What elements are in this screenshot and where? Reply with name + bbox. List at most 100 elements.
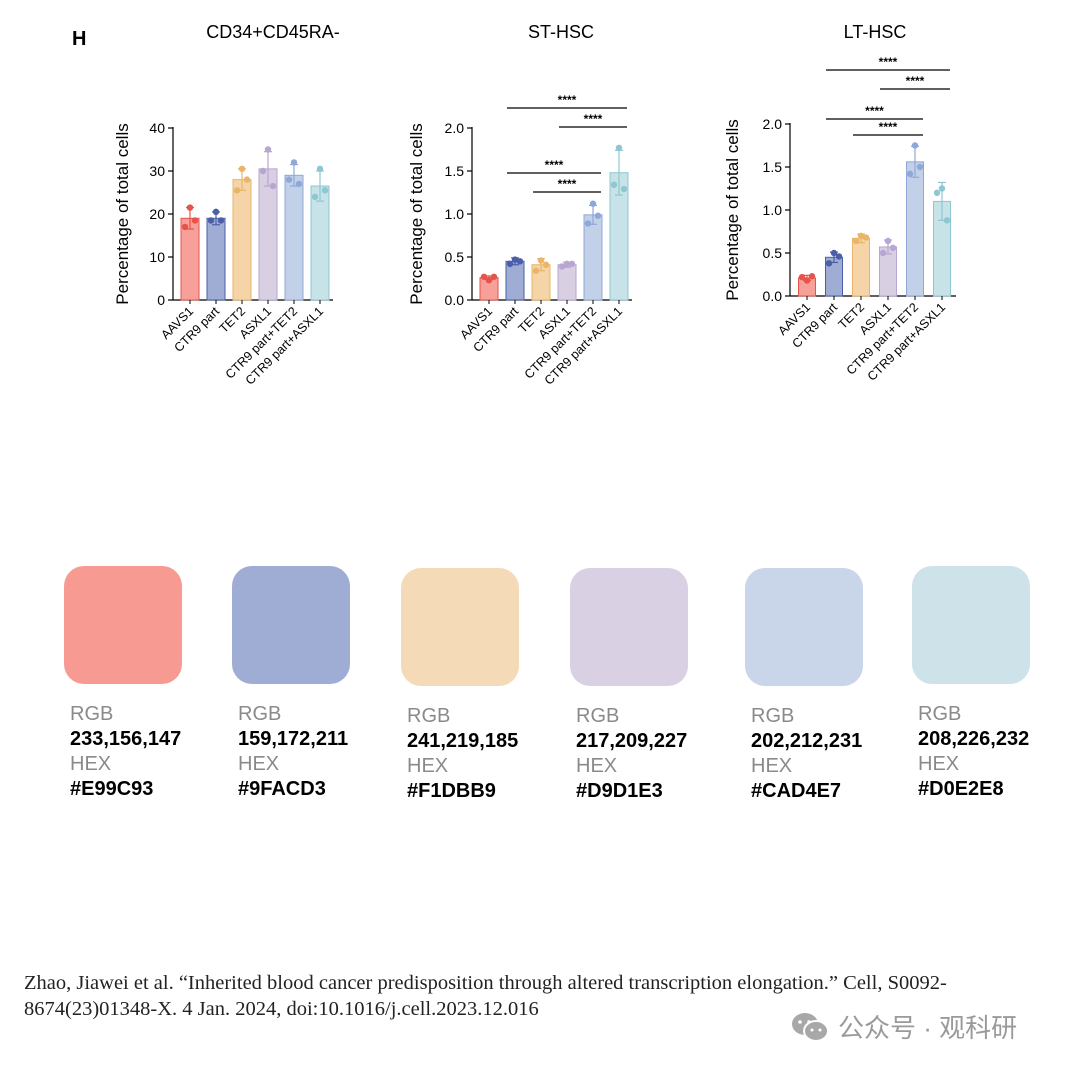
y-axis-label: Percentage of total cells (407, 123, 426, 304)
chart-3: LT-HSC Percentage of total cells 0.0 0.5 1.0… (723, 22, 956, 384)
data-point (217, 217, 225, 224)
bar (852, 237, 870, 297)
data-point (916, 163, 924, 171)
panel-label: H (72, 28, 87, 50)
palette-swatch-1: RGB 233,156,147 HEX #E99C93 (64, 566, 194, 802)
data-point (285, 176, 293, 183)
data-point (558, 263, 566, 270)
y-tick-label: 2.0 (763, 116, 783, 132)
rgb-value: 208,226,232 (918, 728, 1030, 750)
chart-title: ST-HSC (528, 22, 594, 42)
y-tick-label: 0.0 (763, 288, 783, 304)
bar (557, 264, 577, 301)
significance-label: **** (906, 74, 925, 88)
y-tick-label: 1.5 (445, 163, 465, 179)
data-point (311, 193, 319, 200)
data-point (943, 217, 951, 224)
watermark: 公众号 · 观科研 (790, 1008, 1017, 1045)
data-point (862, 234, 870, 241)
palette-swatch-2: RGB 159,172,211 HEX #9FACD3 (232, 566, 362, 802)
hex-label: HEX (407, 755, 449, 777)
y-tick-label: 1.0 (445, 206, 465, 222)
data-point (186, 204, 194, 211)
hex-label: HEX (576, 755, 618, 777)
data-point (181, 223, 189, 231)
data-point (594, 212, 602, 219)
palette-swatch-3: RGB 241,219,185 HEX #F1DBB9 (401, 568, 531, 804)
color-swatch (64, 566, 182, 684)
significance-label: **** (558, 93, 577, 107)
data-point (825, 260, 833, 267)
chart-title: LT-HSC (844, 22, 907, 42)
data-point (911, 142, 919, 149)
significance-label: **** (865, 104, 884, 118)
y-tick-label: 30 (149, 163, 165, 179)
chart-2: ST-HSC Percentage of total cells 0.0 0.5 1.0… (407, 22, 632, 388)
hex-value: #F1DBB9 (407, 780, 496, 802)
hex-label: HEX (70, 753, 112, 775)
wechat-icon (792, 1012, 829, 1042)
color-swatch (912, 566, 1030, 684)
color-swatch (401, 568, 519, 686)
data-point (906, 170, 914, 178)
data-point (568, 260, 576, 268)
hex-value: #D0E2E8 (918, 778, 1004, 800)
significance-label: **** (545, 158, 564, 172)
data-point (615, 144, 623, 151)
data-point (238, 165, 246, 173)
hex-value: #D9D1E3 (576, 780, 663, 802)
bar (906, 161, 924, 297)
data-point (889, 244, 897, 252)
chart-title: CD34+CD45RA- (206, 22, 340, 42)
rgb-label: RGB (751, 705, 795, 727)
color-swatch (232, 566, 350, 684)
data-point (584, 220, 592, 227)
y-tick-label: 0.5 (445, 249, 465, 265)
y-tick-label: 1.5 (763, 159, 783, 175)
data-point (233, 187, 241, 194)
hex-label: HEX (918, 753, 960, 775)
y-tick-label: 40 (149, 120, 165, 136)
bar (232, 179, 252, 301)
data-point (259, 167, 267, 175)
data-point (808, 273, 816, 280)
data-point (511, 256, 519, 263)
bar (505, 260, 525, 301)
y-tick-label: 2.0 (445, 120, 465, 136)
data-point (243, 176, 251, 183)
hex-value: #CAD4E7 (751, 780, 842, 802)
data-point (480, 273, 488, 280)
data-point (537, 257, 545, 264)
data-point (316, 165, 324, 173)
data-point (290, 159, 298, 166)
data-point (620, 185, 628, 193)
data-point (563, 260, 571, 268)
data-point (879, 249, 887, 257)
y-tick-label: 0.5 (763, 245, 783, 261)
rgb-label: RGB (407, 705, 451, 727)
significance-label: **** (879, 120, 898, 134)
rgb-value: 241,219,185 (407, 730, 519, 752)
hex-value: #9FACD3 (238, 778, 326, 800)
rgb-value: 217,209,227 (576, 730, 688, 752)
y-tick-label: 0.0 (445, 292, 465, 308)
citation-text: Zhao, Jiawei et al. “Inherited blood can… (24, 972, 947, 1020)
bar (206, 217, 226, 301)
data-point (212, 208, 220, 216)
charts-area: CD34+CD45RA- Percentage of total cells 0 10… (113, 22, 956, 388)
rgb-label: RGB (70, 703, 114, 725)
data-point (798, 273, 806, 281)
hex-value: #E99C93 (70, 778, 154, 800)
rgb-label: RGB (238, 703, 282, 725)
y-tick-label: 20 (149, 206, 165, 222)
y-axis-label: Percentage of total cells (113, 123, 132, 304)
rgb-value: 233,156,147 (70, 728, 182, 750)
rgb-value: 202,212,231 (751, 730, 863, 752)
watermark-text: 公众号 · 观科研 (838, 1013, 1018, 1043)
significance-label: **** (584, 112, 603, 126)
significance-label: **** (879, 55, 898, 69)
palette-swatch-5: RGB 202,212,231 HEX #CAD4E7 (745, 568, 875, 804)
data-point (830, 249, 838, 257)
data-point (933, 189, 941, 196)
y-tick-label: 10 (149, 249, 165, 265)
